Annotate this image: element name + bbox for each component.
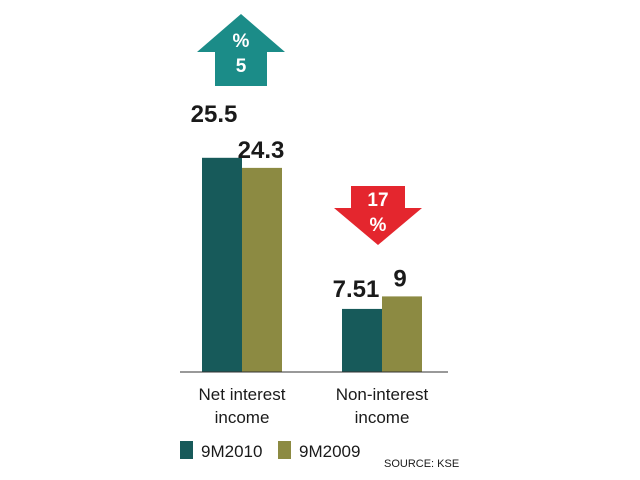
legend: 9M2010 9M2009: [180, 441, 360, 461]
value-labels-group: 25.524.3 7.51 9: [191, 101, 407, 303]
bar-9m2009-cat0: [242, 167, 282, 372]
change-arrow-up: [197, 14, 285, 86]
change-arrow-down-line2: %: [370, 215, 387, 236]
change-arrow-down-line1: 17: [367, 190, 388, 211]
change-arrow-down: [334, 186, 422, 245]
category-label-1-line1: income: [355, 408, 410, 427]
change-arrow-up-line1: %: [233, 31, 250, 52]
category-labels-group: Net interest income Non-interest income: [199, 385, 429, 427]
category-label-0-line1: income: [215, 408, 270, 427]
bar-9m2010-cat1: [342, 308, 382, 372]
change-arrow-up-line2: 5: [236, 56, 247, 77]
legend-swatch-9m2009: [278, 441, 291, 459]
category-label-0-line0: Net interest: [199, 385, 286, 404]
value-label-9m2010-cat0: 25.5: [191, 101, 238, 128]
bar-9m2009-cat1: [382, 296, 422, 372]
legend-label-9m2010: 9M2010: [201, 442, 262, 461]
value-label-9m2009-cat0: 24.3: [238, 137, 285, 164]
legend-label-9m2009: 9M2009: [299, 442, 360, 461]
bars-group: [202, 157, 422, 372]
value-label-9m2009-cat1: 9: [393, 265, 406, 292]
value-label-9m2010-cat1: 7.51: [333, 276, 380, 303]
legend-swatch-9m2010: [180, 441, 193, 459]
source-note: SOURCE: KSE: [384, 458, 459, 470]
category-label-1-line0: Non-interest: [336, 385, 429, 404]
bar-9m2010-cat0: [202, 157, 242, 372]
change-arrows: % 5 17%: [197, 14, 422, 245]
